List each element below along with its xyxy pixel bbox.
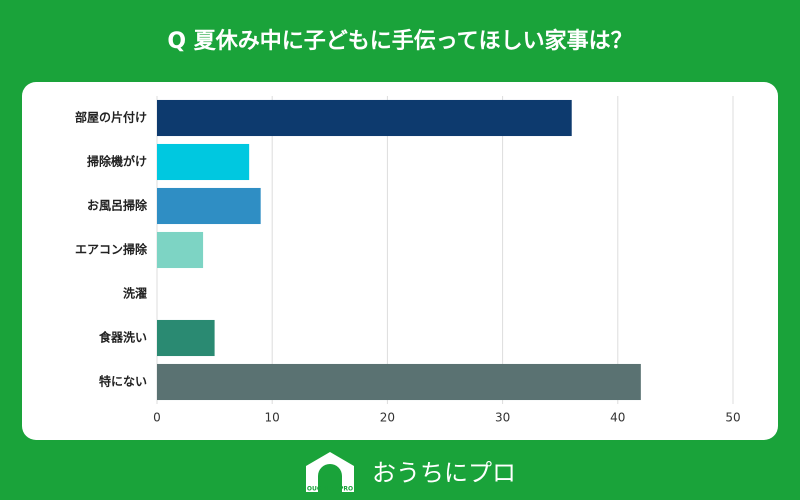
bar: [157, 363, 641, 401]
y-tick-label: 部屋の片付け: [75, 110, 147, 125]
bar: [157, 319, 215, 357]
x-tick-label: 0: [153, 411, 161, 425]
x-tick-label: 40: [610, 411, 625, 425]
plot-area: 0 10 20 30 40 50 部屋の片付け掃除機がけお風呂掃除エアコン掃除洗濯食器洗い特…: [75, 96, 741, 425]
logo-door: [318, 464, 342, 492]
x-tick-label: 10: [265, 411, 280, 425]
y-tick-label: 掃除機がけ: [87, 154, 147, 169]
bar: [157, 99, 572, 137]
y-tick-label: 食器洗い: [98, 330, 147, 345]
y-tick-label: 洗濯: [123, 286, 147, 301]
bar: [157, 143, 250, 181]
y-tick-label: 特にない: [99, 374, 147, 389]
logo-mark: OUCHI ni PRO: [307, 486, 353, 493]
x-tick-label: 30: [495, 411, 510, 425]
logo-name: おうちにプロ: [372, 459, 516, 487]
bar: [157, 231, 204, 269]
y-tick-label: エアコン掃除: [75, 242, 148, 257]
y-tick-label: お風呂掃除: [87, 198, 148, 213]
chart-title: Q 夏休み中に子どもに手伝ってほしい家事は？: [167, 28, 632, 54]
bar: [157, 187, 261, 225]
x-tick-label: 50: [725, 411, 740, 425]
brand-logo: OUCHI ni PRO おうちにプロ: [306, 452, 516, 493]
x-tick-label: 20: [380, 411, 395, 425]
